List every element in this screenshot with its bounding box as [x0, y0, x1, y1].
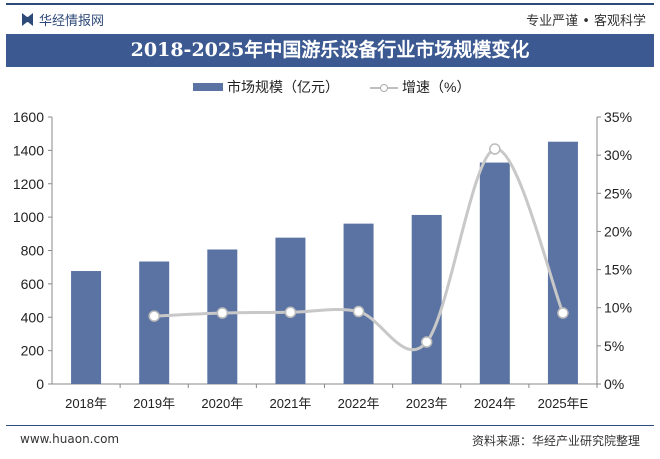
right-tick-label: 15%: [604, 262, 632, 278]
left-tick-label: 200: [21, 343, 45, 359]
growth-line: [154, 147, 565, 352]
right-tick-label: 0%: [604, 376, 624, 392]
slogan: 专业严谨 • 客观科学: [526, 14, 646, 29]
x-tick-label: 2019年: [133, 396, 175, 411]
growth-point: [557, 307, 569, 319]
right-tick-label: 30%: [604, 147, 632, 163]
legend-bar-swatch: [193, 83, 223, 91]
top-rule: [6, 3, 654, 5]
bar: [343, 223, 374, 384]
x-tick-label: 2023年: [406, 396, 448, 411]
growth-point: [148, 310, 160, 322]
right-tick-label: 10%: [604, 300, 632, 316]
bar: [479, 162, 510, 384]
legend: 市场规模（亿元） 增速（%）: [193, 79, 470, 95]
legend-bar-label: 市场规模（亿元）: [227, 79, 339, 95]
left-tick-label: 400: [21, 309, 45, 325]
x-tick-label: 2018年: [65, 396, 107, 411]
right-tick-label: 20%: [604, 223, 632, 239]
x-tick-label: 2021年: [269, 396, 311, 411]
website: www.huaon.com: [20, 432, 120, 446]
x-tick-label: 2020年: [201, 396, 243, 411]
legend-line-marker: [380, 84, 388, 92]
left-tick-label: 1200: [13, 176, 44, 192]
x-tick-label: 2025年E: [538, 396, 589, 411]
left-tick-label: 600: [21, 276, 45, 292]
bar: [411, 214, 442, 384]
right-tick-label: 35%: [604, 109, 632, 125]
growth-point: [352, 305, 365, 318]
x-tick-label: 2022年: [338, 396, 380, 411]
right-tick-label: 25%: [604, 185, 632, 201]
growth-point: [284, 306, 297, 319]
bar: [547, 141, 578, 384]
x-tick-label: 2024年: [474, 396, 516, 411]
brand: 华经情报网: [22, 10, 104, 29]
left-tick-label: 1600: [13, 109, 44, 125]
source-note: 资料来源：华经产业研究院整理: [471, 434, 640, 448]
growth-point: [216, 307, 229, 319]
left-tick-label: 1000: [13, 209, 44, 225]
growth-point: [489, 143, 501, 155]
legend-line-label: 增速（%）: [402, 79, 470, 95]
left-tick-label: 800: [21, 243, 45, 259]
brand-name: 华经情报网: [39, 14, 105, 29]
chart-title: 2018-2025年中国游乐设备行业市场规模变化: [6, 34, 654, 67]
bar: [71, 271, 102, 384]
footer-rule: [6, 425, 654, 426]
right-tick-label: 5%: [604, 338, 624, 354]
bar: [139, 261, 170, 384]
left-tick-label: 1400: [13, 142, 44, 158]
logo-icon: [22, 13, 33, 26]
growth-point: [420, 336, 433, 348]
left-tick-label: 0: [36, 376, 44, 392]
